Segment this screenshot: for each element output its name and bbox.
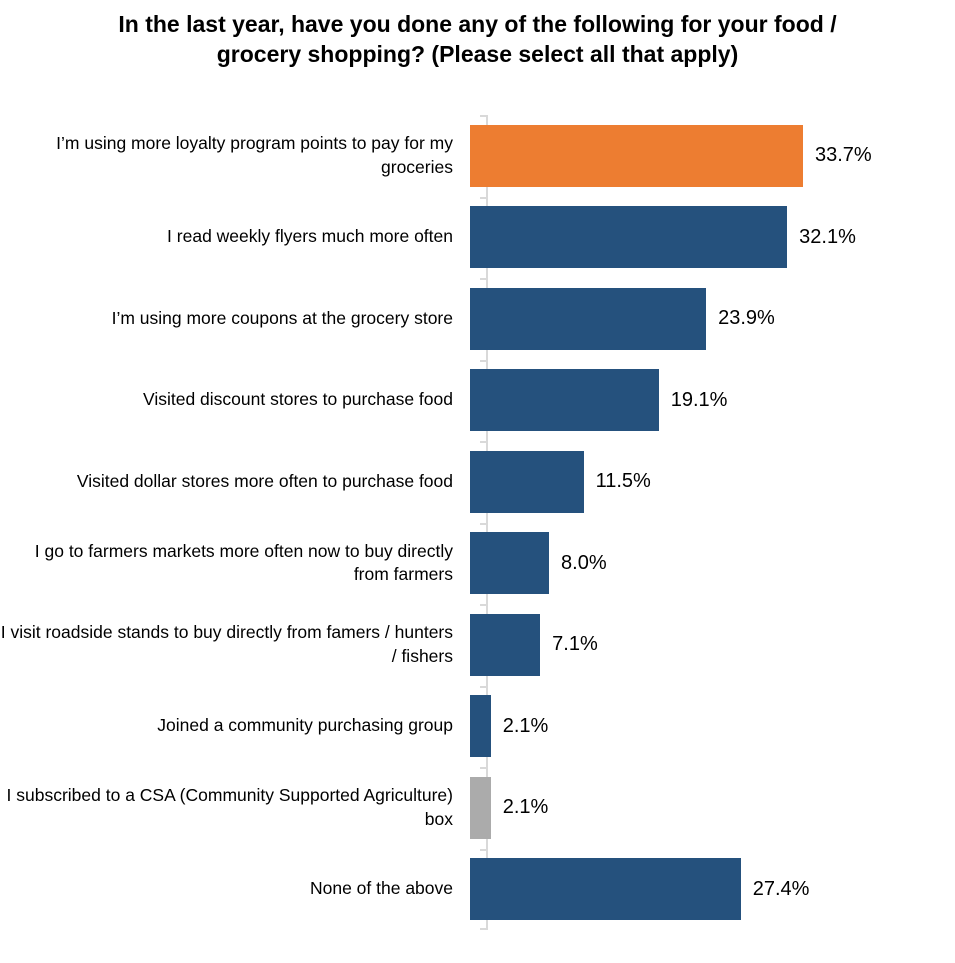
bar-chart: I’m using more loyalty program points to…: [0, 115, 955, 930]
bar: [470, 206, 788, 269]
value-label: 19.1%: [670, 388, 728, 411]
bar: [470, 450, 584, 513]
value-label: 8.0%: [561, 551, 607, 574]
category-axis-line: [486, 115, 488, 930]
value-label: 23.9%: [718, 307, 775, 330]
chart-row: I subscribed to a CSA (Community Support…: [0, 767, 955, 849]
chart-row: Visited discount stores to purchase food…: [0, 360, 955, 442]
value-label: 11.5%: [595, 470, 651, 493]
chart-row: Joined a community purchasing group 2.1%: [0, 686, 955, 768]
category-label: I visit roadside stands to buy directly …: [0, 622, 453, 666]
bar-area: 19.1%: [470, 360, 955, 442]
chart-row: Visited dollar stores more often to purc…: [0, 441, 955, 523]
bar-area: 11.5%: [470, 441, 955, 523]
value-label: 33.7%: [814, 144, 872, 167]
category-label: I’m using more coupons at the grocery st…: [111, 307, 453, 328]
category-label: Visited dollar stores more often to purc…: [76, 470, 453, 491]
bar-area: 33.7%: [470, 115, 955, 197]
value-label: 7.1%: [552, 633, 598, 656]
bar-area: 8.0%: [470, 523, 955, 605]
category-label: Joined a community purchasing group: [157, 715, 453, 736]
value-label: 2.1%: [502, 796, 549, 819]
chart-title: In the last year, have you done any of t…: [118, 11, 837, 68]
axis-tick: [480, 115, 487, 117]
bar-area: 27.4%: [470, 849, 955, 931]
category-label: Visited discount stores to purchase food: [142, 389, 453, 410]
bar-area: 7.1%: [470, 604, 955, 686]
bar-area: 2.1%: [470, 767, 955, 849]
axis-tick: [480, 441, 487, 443]
bar: [470, 287, 707, 350]
value-label: 27.4%: [752, 877, 810, 900]
bar-area: 32.1%: [470, 197, 955, 279]
chart-row: I go to farmers markets more often now t…: [0, 523, 955, 605]
bar-area: 23.9%: [470, 278, 955, 360]
axis-tick: [480, 928, 487, 930]
axis-tick: [480, 767, 487, 769]
axis-tick: [480, 848, 487, 851]
chart-row: I read weekly flyers much more often 32.1…: [0, 197, 955, 279]
value-label: 2.1%: [502, 714, 549, 737]
chart-row: I visit roadside stands to buy directly …: [0, 604, 955, 686]
bar-area: 2.1%: [470, 686, 955, 768]
chart-row: I’m using more coupons at the grocery st…: [0, 278, 955, 360]
bar: [470, 369, 659, 432]
chart-row: None of the above 27.4%: [0, 849, 955, 931]
category-label: I subscribed to a CSA (Community Support…: [6, 785, 453, 829]
value-label: 32.1%: [799, 225, 856, 248]
bar: [470, 532, 550, 595]
axis-tick: [480, 604, 487, 606]
axis-tick: [480, 522, 487, 525]
category-label: None of the above: [309, 878, 453, 899]
bar: [470, 695, 491, 758]
bar: [470, 613, 541, 676]
category-label: I read weekly flyers much more often: [167, 226, 453, 247]
axis-tick: [480, 685, 487, 688]
axis-tick: [480, 359, 487, 362]
bar: [470, 776, 491, 839]
bar: [470, 858, 741, 921]
category-label: I go to farmers markets more often now t…: [34, 540, 453, 585]
axis-tick: [480, 278, 487, 280]
axis-tick: [480, 196, 487, 199]
category-label: I’m using more loyalty program points to…: [56, 133, 453, 177]
chart-row: I’m using more loyalty program points to…: [0, 115, 955, 197]
bar: [470, 124, 803, 187]
